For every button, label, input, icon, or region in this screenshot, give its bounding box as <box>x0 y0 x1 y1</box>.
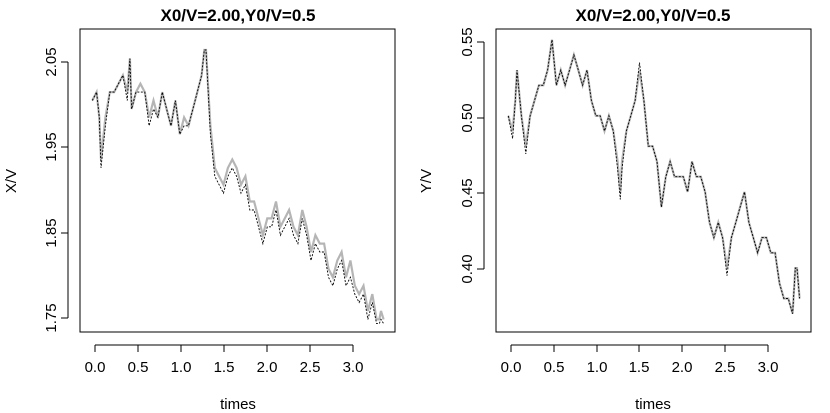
left-x-axis-label: times <box>220 396 256 413</box>
right-panel: X0/V=2.00,Y0/V=0.5 0.0 0.5 1.0 1.5 2.0 2… <box>418 6 812 413</box>
left-y-tick-label: 1.95 <box>43 132 60 161</box>
right-y-tick-label: 0.55 <box>459 27 476 56</box>
right-x-tick-4: 2.0 <box>672 345 693 376</box>
right-grey-series-line <box>507 39 801 314</box>
right-chart-title: X0/V=2.00,Y0/V=0.5 <box>575 6 730 25</box>
left-chart-title: X0/V=2.00,Y0/V=0.5 <box>160 6 315 25</box>
left-x-tick-label: 0.5 <box>128 359 149 376</box>
right-x-tick-0: 0.0 <box>501 345 522 376</box>
right-x-tick-3: 1.5 <box>629 345 650 376</box>
right-y-tick-3: 0.55 <box>459 27 484 57</box>
right-x-tick-label: 2.0 <box>672 359 693 376</box>
right-series-black <box>507 39 801 314</box>
right-y-tick-label: 0.50 <box>459 103 476 132</box>
left-x-tick-label: 2.0 <box>257 359 278 376</box>
right-x-axis: 0.0 0.5 1.0 1.5 2.0 2.5 3.0 times <box>501 344 779 413</box>
left-x-tick-label: 1.5 <box>214 359 235 376</box>
left-x-tick-label: 3.0 <box>343 359 364 376</box>
right-y-axis: 0.40 0.45 0.50 0.55 Y/V <box>418 27 485 284</box>
left-series-grey <box>91 48 385 321</box>
right-x-tick-label: 2.5 <box>715 359 736 376</box>
right-x-tick-6: 3.0 <box>758 345 779 376</box>
left-x-tick-label: 1.0 <box>171 359 192 376</box>
right-x-tick-1: 0.5 <box>544 345 565 376</box>
right-x-tick-label: 3.0 <box>758 359 779 376</box>
right-x-tick-5: 2.5 <box>715 345 736 376</box>
left-x-tick-4: 2.0 <box>257 345 278 376</box>
left-y-tick-label: 1.75 <box>43 303 60 332</box>
right-y-axis-label: Y/V <box>418 169 435 193</box>
right-y-tick-label: 0.40 <box>459 254 476 283</box>
right-y-tick-0: 0.40 <box>459 254 484 284</box>
right-x-axis-label: times <box>635 396 671 413</box>
right-y-tick-2: 0.50 <box>459 103 484 133</box>
right-black-series-line <box>507 39 801 314</box>
left-y-tick-1: 1.85 <box>43 218 68 248</box>
right-x-tick-label: 1.5 <box>629 359 650 376</box>
left-y-tick-label: 1.85 <box>43 218 60 247</box>
left-x-tick-6: 3.0 <box>343 345 364 376</box>
left-panel: X0/V=2.00,Y0/V=0.5 0.0 0.5 1.0 1.5 2.0 2… <box>3 6 396 413</box>
left-y-tick-2: 1.95 <box>43 132 68 162</box>
left-x-tick-label: 0.0 <box>85 359 106 376</box>
left-y-axis: 1.75 1.85 1.95 2.05 X/V <box>3 47 69 333</box>
left-y-axis-label: X/V <box>3 169 20 193</box>
left-x-axis: 0.0 0.5 1.0 1.5 2.0 2.5 3.0 times <box>85 344 364 413</box>
left-x-tick-1: 0.5 <box>128 345 149 376</box>
right-series-grey <box>507 39 801 314</box>
right-plot-frame <box>495 28 812 333</box>
left-x-tick-label: 2.5 <box>300 359 321 376</box>
left-y-tick-label: 2.05 <box>43 47 60 76</box>
right-y-tick-label: 0.45 <box>459 178 476 207</box>
right-y-tick-1: 0.45 <box>459 178 484 208</box>
left-series-black <box>91 49 384 325</box>
left-plot-frame <box>79 28 396 333</box>
left-grey-series-line <box>91 48 385 321</box>
left-x-tick-0: 0.0 <box>85 345 106 376</box>
left-y-tick-3: 2.05 <box>43 47 68 77</box>
left-x-tick-2: 1.0 <box>171 345 192 376</box>
left-black-series-line <box>91 49 384 325</box>
left-y-tick-0: 1.75 <box>43 303 68 333</box>
right-x-tick-2: 1.0 <box>587 345 608 376</box>
right-x-tick-label: 0.5 <box>544 359 565 376</box>
left-x-tick-3: 1.5 <box>214 345 235 376</box>
right-x-tick-label: 1.0 <box>587 359 608 376</box>
left-x-tick-5: 2.5 <box>300 345 321 376</box>
right-x-tick-label: 0.0 <box>501 359 522 376</box>
